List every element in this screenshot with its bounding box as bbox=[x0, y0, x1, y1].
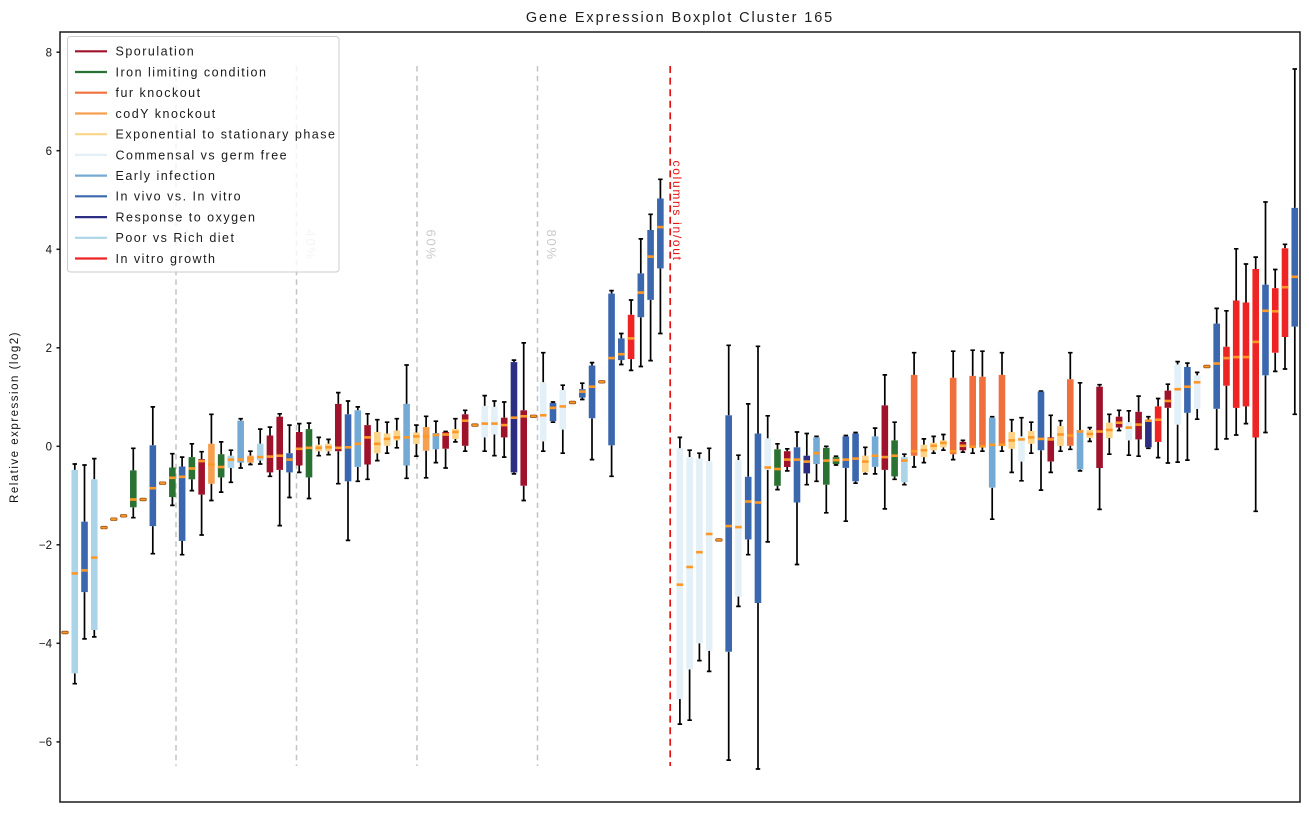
svg-text:Response to oxygen: Response to oxygen bbox=[116, 211, 257, 225]
svg-text:Poor vs Rich diet: Poor vs Rich diet bbox=[116, 231, 236, 245]
svg-text:fur knockout: fur knockout bbox=[116, 86, 202, 100]
svg-text:−6: −6 bbox=[39, 737, 52, 749]
svg-text:−4: −4 bbox=[39, 639, 53, 651]
svg-text:Early infection: Early infection bbox=[116, 169, 217, 183]
svg-text:Commensal vs germ free: Commensal vs germ free bbox=[116, 148, 289, 162]
svg-text:codY knockout: codY knockout bbox=[116, 107, 217, 121]
svg-text:2: 2 bbox=[46, 343, 52, 355]
svg-text:80%: 80% bbox=[544, 230, 559, 261]
svg-text:8: 8 bbox=[46, 47, 52, 59]
svg-text:columns in/out: columns in/out bbox=[670, 161, 684, 262]
svg-text:60%: 60% bbox=[424, 230, 439, 261]
svg-text:Exponential to stationary phas: Exponential to stationary phase bbox=[116, 128, 337, 142]
svg-text:Sporulation: Sporulation bbox=[116, 45, 196, 59]
svg-text:In vivo vs. In vitro: In vivo vs. In vitro bbox=[116, 190, 243, 204]
svg-text:−2: −2 bbox=[39, 540, 52, 552]
svg-text:Gene Expression Boxplot Cluste: Gene Expression Boxplot Cluster 165 bbox=[526, 10, 834, 26]
svg-text:0: 0 bbox=[46, 442, 52, 454]
svg-text:4: 4 bbox=[46, 245, 53, 257]
svg-text:Relative expression (log2): Relative expression (log2) bbox=[9, 331, 21, 503]
svg-text:Iron limiting condition: Iron limiting condition bbox=[116, 65, 268, 79]
svg-text:6: 6 bbox=[46, 146, 52, 158]
svg-text:In vitro growth: In vitro growth bbox=[116, 252, 217, 266]
